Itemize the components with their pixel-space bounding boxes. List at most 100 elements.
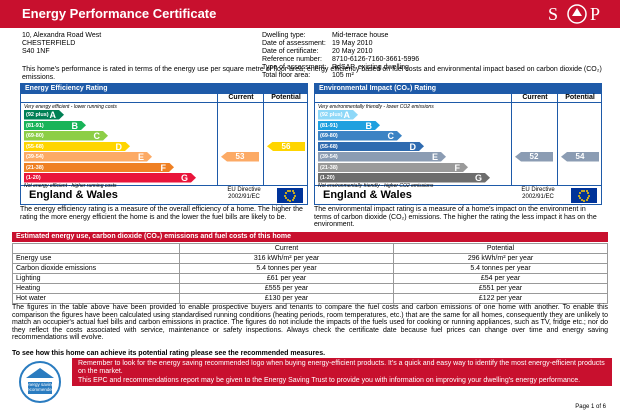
detail-value: Mid-terrace house xyxy=(332,32,389,39)
band-letter: A xyxy=(343,110,350,120)
chart-title: Environmental Impact (CO₂) Rating xyxy=(315,84,601,94)
table-row: Carbon dioxide emissions 5.4 tonnes per y… xyxy=(12,263,608,274)
band-range: (21-38) xyxy=(320,164,338,171)
flag-star xyxy=(293,197,296,199)
detail-label: Reference number: xyxy=(262,56,322,63)
flag-star xyxy=(585,198,588,201)
logo-text: recommended xyxy=(25,387,55,392)
flag-star xyxy=(587,197,590,199)
detail-row: Date of certificate: 20 May 2010 xyxy=(262,48,419,56)
flag-star xyxy=(293,192,296,194)
logo-text: energy saving xyxy=(25,382,55,387)
col-line xyxy=(511,102,512,186)
rating-arrow: 53 xyxy=(221,152,259,162)
directive-line: 2002/91/EC xyxy=(522,194,554,200)
bottom-note: Not environmentally friendly - higher CO… xyxy=(318,183,434,189)
band-letter: A xyxy=(49,110,56,120)
band-letter: D xyxy=(409,141,416,152)
detail-value: 105 m² xyxy=(332,72,354,79)
band-range: (81-91) xyxy=(320,122,338,129)
band: (92 plus) A xyxy=(24,110,64,120)
detail-row: Reference number: 8710-6126-7160-3661-599… xyxy=(262,56,419,64)
row-label: Heating xyxy=(12,283,180,294)
title: Energy Performance Certificate xyxy=(22,6,217,21)
band: (1-20) G xyxy=(24,173,196,183)
page-number: Page 1 of 6 xyxy=(575,404,606,410)
band-letter: F xyxy=(160,162,166,173)
detail-label: Date of certificate: xyxy=(262,48,319,55)
intro: This home's performance is rated in term… xyxy=(22,66,602,81)
bottom-note: Not energy efficient - higher running co… xyxy=(24,183,117,189)
value-cell: £551 per year xyxy=(393,283,608,294)
rating-arrow: 54 xyxy=(561,152,599,162)
eu-flag xyxy=(277,188,303,203)
address: 10, Alexandra Road West CHESTERFIELD S40… xyxy=(22,32,101,56)
region: England & Wales xyxy=(29,189,118,201)
detail-row: Type of assessment: RdSAP, existing dwell… xyxy=(262,64,419,72)
table-header: Current Potential xyxy=(12,243,608,254)
band-range: (55-68) xyxy=(320,143,338,150)
flag-star xyxy=(578,192,581,194)
flag-star xyxy=(291,198,294,201)
efficiency-chart: Energy Efficiency Rating Current Potential… xyxy=(20,83,308,205)
band-range: (69-80) xyxy=(320,133,338,139)
value-cell: £555 per year xyxy=(179,283,394,294)
band-range: (92 plus) xyxy=(26,112,49,118)
flag-star xyxy=(578,194,580,197)
band: (81-91) B xyxy=(24,121,86,131)
value-cell: 5.4 tonnes per year xyxy=(393,263,608,274)
flag-star xyxy=(286,190,289,193)
divider xyxy=(21,102,307,103)
value-cell: 5.4 tonnes per year xyxy=(179,263,394,274)
detail-value: 8710-6126-7160-3661-5996 xyxy=(332,56,420,63)
flag-star xyxy=(294,194,296,197)
table-row: Energy use 316 kWh/m² per year 296 kWh/m² … xyxy=(12,253,608,264)
band-range: (69-80) xyxy=(26,133,44,139)
top-note: Very energy efficient - lower running co… xyxy=(24,104,117,110)
flag-star xyxy=(284,197,287,199)
col-line xyxy=(263,102,264,186)
table-title: Estimated energy use, carbon dioxide (CO… xyxy=(12,232,608,242)
chart-description: The environmental impact rating is a mea… xyxy=(314,206,597,228)
band: (92 plus) A xyxy=(318,110,358,120)
band-letter: E xyxy=(431,152,438,162)
band: (21-38) F xyxy=(24,163,174,173)
info-line: Remember to look for the energy saving r… xyxy=(78,360,605,375)
address-line: 10, Alexandra Road West xyxy=(22,32,102,39)
detail-value: 19 May 2010 xyxy=(332,40,373,47)
flag-star xyxy=(284,192,287,194)
divider xyxy=(315,185,601,186)
divider xyxy=(315,102,601,103)
value-cell: 316 kWh/m² per year xyxy=(179,253,394,264)
address-line: CHESTERFIELD xyxy=(22,40,76,47)
logo-letter: S xyxy=(548,4,559,24)
band-range: (21-38) xyxy=(26,164,44,171)
chart-title: Energy Efficiency Rating xyxy=(21,84,307,94)
band-range: (55-68) xyxy=(26,143,44,150)
detail-value: RdSAP, existing dwelling xyxy=(332,64,409,71)
address-line: S40 1NF xyxy=(22,48,50,55)
header-cell: Potential xyxy=(393,243,608,254)
detail-row: Total floor area: 105 m² xyxy=(262,72,419,80)
value-cell: £61 per year xyxy=(179,273,394,284)
divider xyxy=(21,185,307,186)
band: (39-54) E xyxy=(24,152,152,162)
header-cell: Current xyxy=(179,243,394,254)
band-letter: E xyxy=(137,152,144,162)
band-letter: B xyxy=(71,120,78,131)
row-label: Carbon dioxide emissions xyxy=(12,263,180,274)
band: (21-38) F xyxy=(318,163,468,173)
header-bar: Energy Performance Certificate S P xyxy=(0,0,620,28)
directive-line: 2002/91/EC xyxy=(228,194,260,200)
flag-star xyxy=(580,198,583,201)
details: Dwelling type: Mid-terrace house Date of a… xyxy=(262,32,419,80)
column-header: Current xyxy=(217,94,264,102)
directive: EU Directive 2002/91/EC xyxy=(217,187,271,201)
rating-arrow: 56 xyxy=(267,141,305,151)
band-letter: F xyxy=(454,162,460,173)
col-line xyxy=(557,102,558,186)
directive-line: EU Directive xyxy=(521,187,555,193)
detail-label: Total floor area: xyxy=(262,72,311,79)
band: (81-91) B xyxy=(318,121,380,131)
